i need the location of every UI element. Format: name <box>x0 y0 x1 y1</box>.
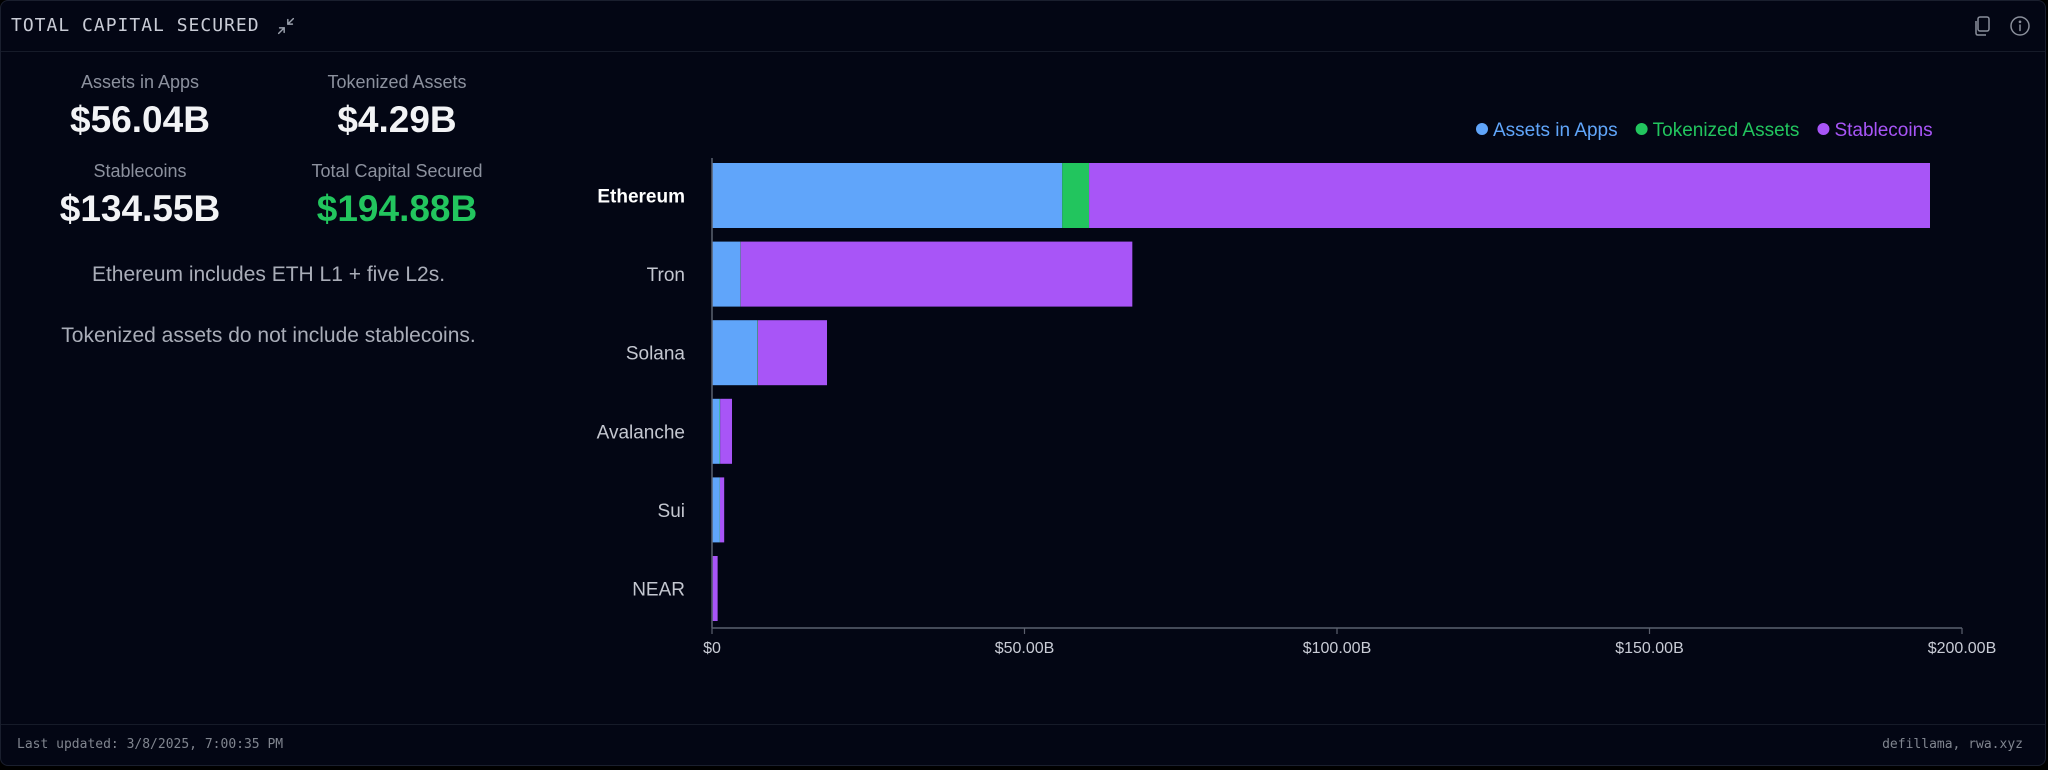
data-sources: defillama, rwa.xyz <box>1882 737 2023 752</box>
x-tick-label: $50.00B <box>995 640 1055 657</box>
stat-value: $134.55B <box>59 188 221 229</box>
x-tick-label: $0 <box>703 640 721 657</box>
panel-footer: Last updated: 3/8/2025, 7:00:35 PM defil… <box>1 724 2045 765</box>
bar-stablecoins <box>1089 163 1930 228</box>
bar-assets-in-apps <box>712 163 1063 228</box>
bar-stablecoins <box>740 241 1133 307</box>
stat-label: Assets in Apps <box>80 72 200 92</box>
bar-assets-in-apps <box>712 477 720 543</box>
bar-assets-in-apps <box>712 320 757 386</box>
stat-stablecoins: Stablecoins $134.55B <box>20 160 260 231</box>
panel-title: TOTAL CAPITAL SECURED <box>11 15 260 36</box>
category-label: Sui <box>658 501 685 522</box>
x-tick-label: $150.00B <box>1615 640 1684 657</box>
legend-label: Stablecoins <box>1834 120 1932 141</box>
panel-header: TOTAL CAPITAL SECURED <box>1 1 2045 52</box>
legend-label: Tokenized Assets <box>1653 120 1800 141</box>
bar-tokenized-assets <box>1062 163 1090 228</box>
bar-tokenized-assets <box>719 477 720 543</box>
legend-marker <box>1635 123 1648 135</box>
legend-marker <box>1476 123 1488 135</box>
legend-marker <box>1817 123 1830 135</box>
note-ethereum: Ethereum includes ETH L1 + five L2s. <box>91 263 446 286</box>
category-label: Ethereum <box>597 187 685 208</box>
bar-tokenized-assets <box>719 398 721 464</box>
category-label: Solana <box>626 344 686 365</box>
stat-label: Stablecoins <box>93 161 187 181</box>
x-tick-label: $100.00B <box>1303 640 1372 657</box>
collapse-icon[interactable] <box>275 15 297 37</box>
stat-value: $56.04B <box>70 99 210 140</box>
category-label: Tron <box>647 265 685 286</box>
category-label: Avalanche <box>597 422 685 443</box>
bar-stablecoins <box>719 477 725 543</box>
bar-assets-in-apps <box>712 241 741 307</box>
info-icon[interactable] <box>2008 14 2032 38</box>
bar-tokenized-assets <box>740 241 741 307</box>
stat-label: Total Capital Secured <box>311 161 483 181</box>
last-updated: Last updated: 3/8/2025, 7:00:35 PM <box>17 737 284 752</box>
bar-assets-in-apps <box>712 398 720 464</box>
copy-icon[interactable] <box>1970 14 1994 38</box>
stat-value: $194.88B <box>316 188 478 229</box>
note-tokenized: Tokenized assets do not include stableco… <box>61 324 476 347</box>
bar-stablecoins <box>712 556 718 621</box>
stat-value: $4.29B <box>337 99 457 140</box>
stat-label: Tokenized Assets <box>327 72 467 92</box>
x-tick-label: $200.00B <box>1928 640 1997 657</box>
category-label: NEAR <box>632 580 685 601</box>
stat-total-capital-secured: Total Capital Secured $194.88B <box>277 160 517 231</box>
stat-assets-in-apps: Assets in Apps $56.04B <box>20 71 260 142</box>
bar-stablecoins <box>757 320 828 386</box>
bar-tokenized-assets <box>757 320 758 386</box>
legend-label: Assets in Apps <box>1493 120 1618 141</box>
bar-chart: Ethereum Tron Solana Avalanche Sui NEAR $0 $50.… <box>597 120 1997 657</box>
stat-tokenized-assets: Tokenized Assets $4.29B <box>277 71 517 142</box>
bar-stablecoins <box>720 398 733 464</box>
